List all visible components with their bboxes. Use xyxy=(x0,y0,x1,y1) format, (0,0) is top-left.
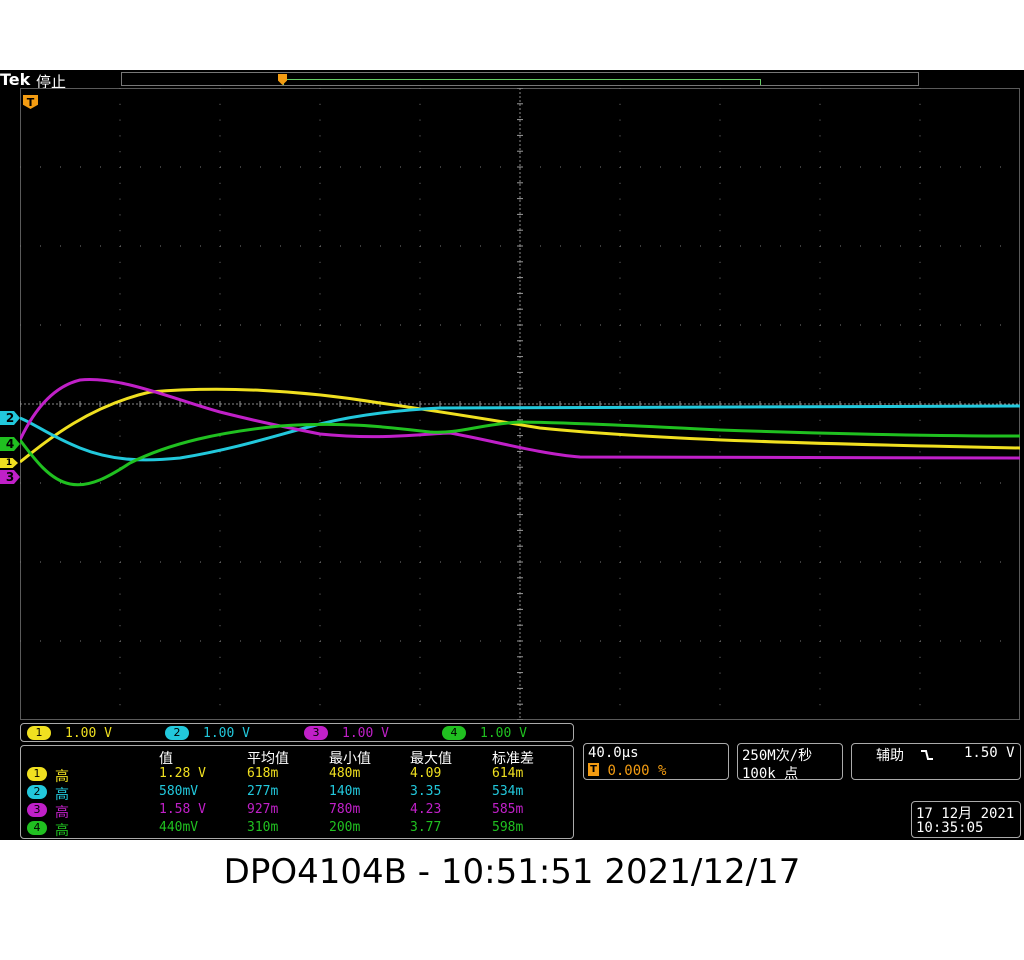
header-value: 值 xyxy=(159,751,173,767)
measurement-row-ch4[interactable]: 4 高 440mV 310m 200m 3.77 598m xyxy=(27,820,567,839)
trigger-settings[interactable]: 辅助 1.50 V xyxy=(851,743,1021,780)
measurement-row-ch1[interactable]: 1 高 1.28 V 618m 480m 4.09 614m xyxy=(27,766,567,785)
screenshot-caption: DPO4104B - 10:51:51 2021/12/17 xyxy=(223,852,801,892)
record-view-bar[interactable] xyxy=(121,72,919,86)
date: 17 12月 2021 xyxy=(916,806,1015,822)
row-ch3-label: 高 xyxy=(55,805,69,821)
row-ch4-chip: 4 xyxy=(27,821,47,835)
graticule-grid xyxy=(20,88,1020,720)
row-ch4-value: 440mV xyxy=(159,820,199,835)
row-ch2-mean: 277m xyxy=(247,784,279,799)
ch4-ground-marker[interactable]: 4 xyxy=(0,437,20,451)
row-ch3-mean: 927m xyxy=(247,802,279,817)
row-ch4-max: 3.77 xyxy=(410,820,442,835)
header-max: 最大值 xyxy=(410,751,452,767)
ch1-chip: 1 xyxy=(27,726,51,740)
row-ch1-value: 1.28 V xyxy=(159,766,206,781)
ch3-scale[interactable]: 3 1.00 V xyxy=(304,726,389,741)
row-ch1-min: 480m xyxy=(329,766,361,781)
row-ch2-max: 3.35 xyxy=(410,784,442,799)
tek-logo: Tek xyxy=(0,70,31,89)
measurement-table[interactable]: 值 平均值 最小值 最大值 标准差 1 高 1.28 V 618m 480m 4… xyxy=(20,745,574,839)
row-ch4-label: 高 xyxy=(55,823,69,839)
ch1-scale[interactable]: 1 1.00 V xyxy=(27,726,112,741)
row-ch1-chip: 1 xyxy=(27,767,47,781)
horizontal-settings[interactable]: 40.0μs T 0.000 % xyxy=(583,743,729,780)
row-ch1-label: 高 xyxy=(55,769,69,785)
header-min: 最小值 xyxy=(329,751,371,767)
ch2-ground-marker[interactable]: 2 xyxy=(0,411,20,425)
measurement-row-ch2[interactable]: 2 高 580mV 277m 140m 3.35 534m xyxy=(27,784,567,803)
timebase-scale: 40.0μs xyxy=(588,745,639,761)
measurement-row-ch3[interactable]: 3 高 1.58 V 927m 780m 4.23 585m xyxy=(27,802,567,821)
record-view-window[interactable] xyxy=(283,79,761,85)
trigger-position-value: 0.000 % xyxy=(607,763,667,779)
row-ch3-value: 1.58 V xyxy=(159,802,206,817)
oscilloscope-screen: Tek 停止 T 2 4 1 3 1 1.00 V 2 1.00 V 3 1.00 V… xyxy=(0,70,1024,840)
waveform-ch1 xyxy=(20,387,1020,464)
row-ch4-mean: 310m xyxy=(247,820,279,835)
ch4-chip: 4 xyxy=(442,726,466,740)
row-ch3-max: 4.23 xyxy=(410,802,442,817)
channel-scale-bar: 1 1.00 V 2 1.00 V 3 1.00 V 4 1.00 V xyxy=(20,723,574,742)
trigger-source: 辅助 xyxy=(876,748,904,764)
ch2-scale-value: 1.00 V xyxy=(203,726,250,741)
row-ch4-std: 598m xyxy=(492,820,524,835)
ch3-scale-value: 1.00 V xyxy=(342,726,389,741)
row-ch1-mean: 618m xyxy=(247,766,279,781)
ch2-scale[interactable]: 2 1.00 V xyxy=(165,726,250,741)
trigger-marker-icon[interactable]: T xyxy=(23,95,38,109)
trigger-position-chip: T xyxy=(588,763,599,776)
row-ch3-min: 780m xyxy=(329,802,361,817)
header-std: 标准差 xyxy=(492,751,534,767)
ch3-chip: 3 xyxy=(304,726,328,740)
ch4-scale-value: 1.00 V xyxy=(480,726,527,741)
trigger-position: T 0.000 % xyxy=(588,763,666,779)
row-ch4-min: 200m xyxy=(329,820,361,835)
sample-rate: 250M次/秒 xyxy=(742,748,813,764)
time: 10:35:05 xyxy=(916,820,984,836)
waveform-ch4 xyxy=(20,420,1020,487)
ch2-chip: 2 xyxy=(165,726,189,740)
row-ch2-chip: 2 xyxy=(27,785,47,799)
waveform-graticule xyxy=(20,88,1020,720)
row-ch2-min: 140m xyxy=(329,784,361,799)
ch3-ground-marker[interactable]: 3 xyxy=(0,470,20,484)
record-length: 100k 点 xyxy=(742,766,799,782)
row-ch3-std: 585m xyxy=(492,802,524,817)
trigger-position-icon[interactable] xyxy=(278,74,287,85)
trigger-level: 1.50 V xyxy=(964,745,1015,761)
falling-edge-icon xyxy=(921,750,933,760)
ch1-ground-marker[interactable]: 1 xyxy=(0,458,18,468)
date-time: 17 12月 2021 10:35:05 xyxy=(911,801,1021,838)
acquisition-state: 停止 xyxy=(36,73,67,91)
waveform-ch3 xyxy=(20,378,1020,460)
row-ch1-std: 614m xyxy=(492,766,524,781)
ch1-scale-value: 1.00 V xyxy=(65,726,112,741)
row-ch2-std: 534m xyxy=(492,784,524,799)
row-ch3-chip: 3 xyxy=(27,803,47,817)
header-mean: 平均值 xyxy=(247,751,289,767)
ch4-scale[interactable]: 4 1.00 V xyxy=(442,726,527,741)
row-ch2-label: 高 xyxy=(55,787,69,803)
acquisition-settings[interactable]: 250M次/秒 100k 点 xyxy=(737,743,843,782)
row-ch2-value: 580mV xyxy=(159,784,199,799)
row-ch1-max: 4.09 xyxy=(410,766,442,781)
